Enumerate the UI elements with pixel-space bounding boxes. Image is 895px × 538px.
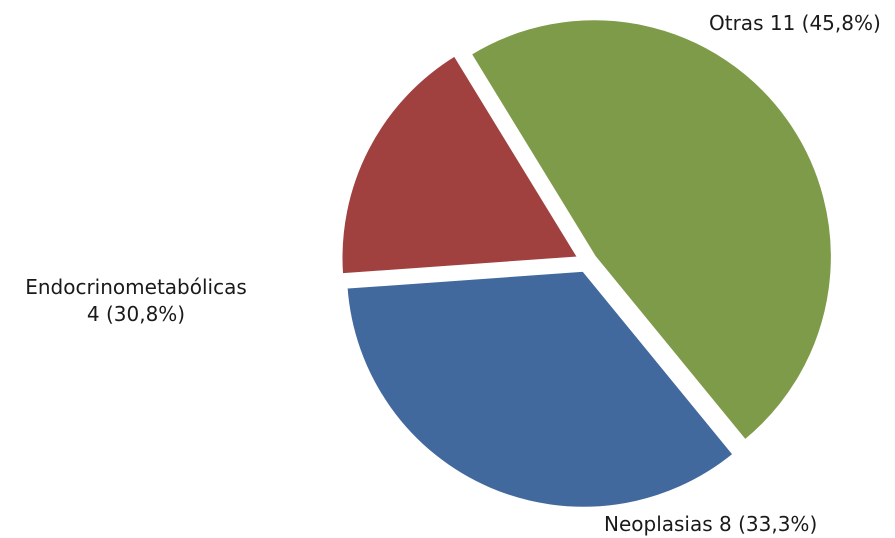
pie-slice-endocrinometabolicas bbox=[339, 52, 582, 277]
label-otras: Otras 11 (45,8%) bbox=[709, 11, 881, 35]
label-endocrino-line1: Endocrinometabólicas bbox=[25, 275, 247, 299]
label-endocrino-line2: 4 (30,8%) bbox=[86, 302, 186, 326]
label-neoplasias: Neoplasias 8 (33,3%) bbox=[604, 512, 818, 536]
label-endocrinometabolicas: Endocrinometabólicas 4 (30,8%) bbox=[12, 274, 260, 328]
pie-slice-neoplasias bbox=[344, 268, 737, 510]
pie-slice-otras bbox=[468, 17, 834, 444]
